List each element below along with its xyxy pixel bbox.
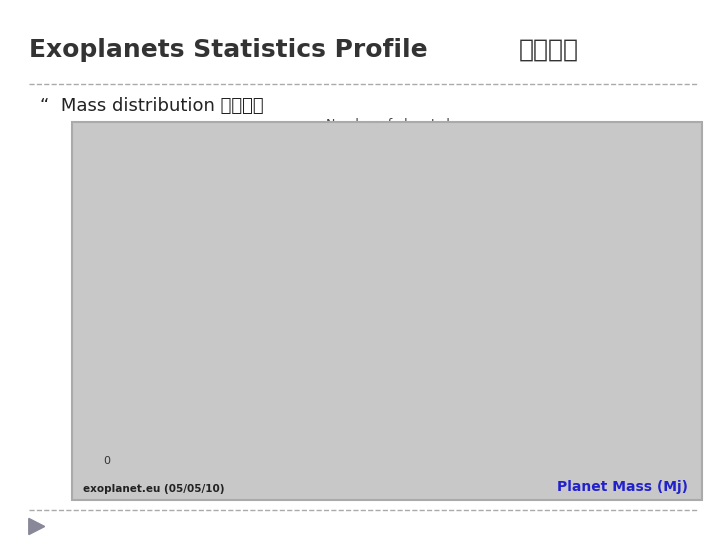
Text: 300: 300 <box>158 140 177 151</box>
Text: 29: 29 <box>270 403 282 414</box>
Text: Planet Mass (Mj): Planet Mass (Mj) <box>557 480 688 494</box>
Text: 7: 7 <box>545 427 552 437</box>
Text: exoplanet.eu (05/05/10): exoplanet.eu (05/05/10) <box>83 484 225 494</box>
Text: 21: 21 <box>325 411 337 421</box>
Text: Exoplanets Statistics Profile: Exoplanets Statistics Profile <box>29 38 428 62</box>
Text: “  Mass distribution 質量分佈: “ Mass distribution 質量分佈 <box>40 97 264 115</box>
Text: 6: 6 <box>436 428 443 438</box>
Text: 統計數據: 統計數據 <box>518 38 578 62</box>
Bar <box>251 417 301 446</box>
Bar <box>632 444 682 445</box>
Text: 1: 1 <box>654 433 660 443</box>
Text: 72: 72 <box>216 362 228 372</box>
Bar <box>360 435 410 446</box>
Bar <box>523 438 573 445</box>
Bar <box>143 154 192 445</box>
Text: 3: 3 <box>490 430 497 441</box>
Text: 11: 11 <box>379 421 391 431</box>
Bar <box>469 443 518 445</box>
Bar <box>197 376 247 446</box>
Bar <box>306 425 356 446</box>
Text: 3: 3 <box>599 430 606 441</box>
Text: 0: 0 <box>103 456 110 467</box>
Bar <box>415 440 464 445</box>
Title: Number of planets by mass: Number of planets by mass <box>326 118 498 131</box>
Y-axis label: Number of Planets (453): Number of Planets (453) <box>91 204 104 377</box>
Bar <box>577 443 627 445</box>
